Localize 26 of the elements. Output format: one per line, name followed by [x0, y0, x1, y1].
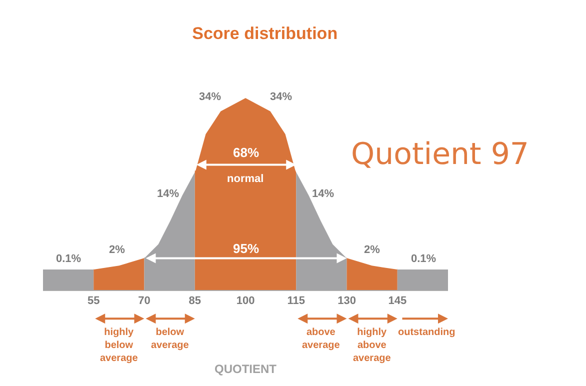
text: above average [302, 327, 340, 351]
x-tick-label: 115 [287, 295, 306, 308]
annotation: 14% [312, 188, 334, 200]
annotation: 95% [233, 241, 260, 256]
text: outstanding [398, 327, 456, 338]
text: highly above average [353, 327, 392, 364]
annotation: 68% [233, 145, 260, 160]
x-tick-label: 100 [236, 295, 255, 308]
chart-title: Score distribution [192, 24, 338, 43]
x-tick-label: 70 [138, 295, 150, 308]
annotation: 0.1% [56, 253, 82, 265]
text: highly below average [100, 327, 138, 364]
annotation: 2% [364, 244, 380, 256]
annotation: Quotient 97 [351, 137, 530, 172]
x-tick-label: 85 [188, 295, 202, 308]
x-tick-label: 130 [338, 295, 356, 308]
annotation: 34% [270, 91, 292, 103]
x-tick-label: 145 [388, 295, 407, 308]
text: below average [151, 327, 190, 351]
annotation: 34% [199, 91, 222, 103]
annotation: 0.1% [411, 253, 436, 265]
x-tick-label: 55 [88, 295, 100, 308]
annotation: 14% [157, 188, 180, 200]
annotation: normal [227, 173, 264, 185]
x-axis-title: QUOTIENT [214, 362, 278, 376]
annotation: 2% [109, 244, 126, 256]
